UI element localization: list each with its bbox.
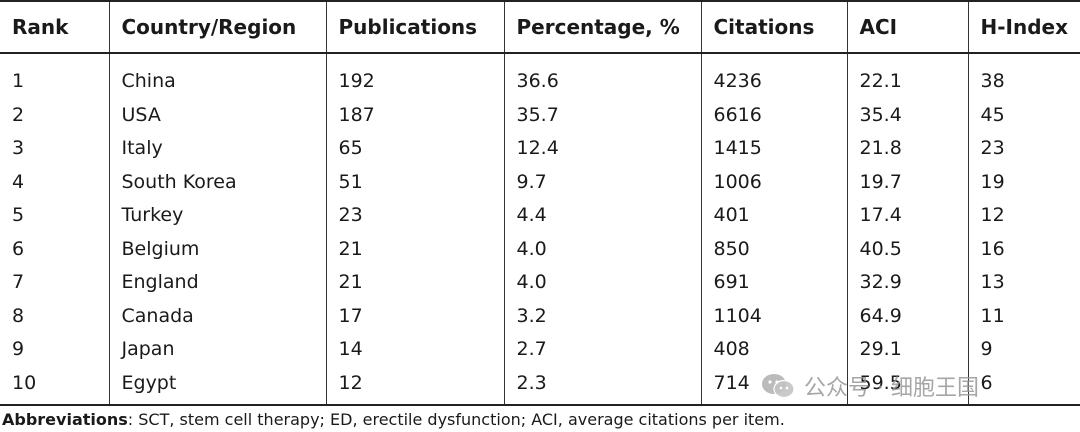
cell-aci: 32.9 [846,265,968,299]
cell-citations: 4236 [700,53,847,98]
cell-rank: 8 [12,304,25,327]
country-ranking-table: Rank Country/Region Publications Percent… [0,0,1080,406]
cell-rank: 7 [12,271,25,294]
cell-h-index: 45 [967,98,1080,132]
cell-publications: 12 [325,366,504,406]
cell-country-region: Belgium [108,232,326,266]
cell-publications: 14 [325,332,504,366]
cell-h-index: 38 [967,53,1080,98]
cell-rank: 5 [12,204,25,227]
cell-citations: 850 [700,232,847,266]
table-row: 6 Belgium 21 4.0 850 40.5 16 [0,232,1080,266]
cell-publications: 192 [325,53,504,98]
cell-percentage: 2.3 [503,366,701,406]
cell-h-index: 11 [967,299,1080,333]
table-row: 5 Turkey 23 4.4 401 17.4 12 [0,198,1080,232]
cell-country-region: Turkey [108,198,326,232]
cell-publications: 51 [325,165,504,199]
cell-percentage: 4.4 [503,198,701,232]
footnote-text: : SCT, stem cell therapy; ED, erectile d… [127,410,785,429]
cell-publications: 65 [325,131,504,165]
cell-rank: 10 [0,366,109,406]
cell-citations: 691 [700,265,847,299]
cell-aci: 40.5 [846,232,968,266]
cell-aci: 64.9 [846,299,968,333]
cell-percentage: 9.7 [503,165,701,199]
cell-publications: 21 [325,265,504,299]
cell-percentage: 35.7 [503,98,701,132]
cell-country-region: USA [108,98,326,132]
cell-publications: 21 [325,232,504,266]
cell-rank: 6 [12,237,25,260]
cell-aci: 19.7 [846,165,968,199]
cell-percentage: 3.2 [503,299,701,333]
cell-country-region: England [108,265,326,299]
header-h-index: H-Index [967,0,1080,54]
cell-h-index: 13 [967,265,1080,299]
table-row: 9 Japan 14 2.7 408 29.1 9 [0,332,1080,366]
cell-country-region: South Korea [108,165,326,199]
header-aci: ACI [846,0,968,54]
cell-percentage: 2.7 [503,332,701,366]
cell-citations: 1006 [700,165,847,199]
header-percentage: Percentage, % [503,0,701,54]
cell-h-index: 16 [967,232,1080,266]
cell-publications: 17 [325,299,504,333]
cell-h-index: 12 [967,198,1080,232]
cell-citations: 1415 [700,131,847,165]
cell-percentage: 36.6 [503,53,701,98]
cell-rank: 3 [12,137,25,160]
cell-rank: 9 [12,338,25,361]
table-header-row: Rank Country/Region Publications Percent… [0,0,1080,54]
cell-country-region: Egypt [108,366,326,406]
cell-country-region: Japan [108,332,326,366]
table-row: 1 China 192 36.6 4236 22.1 38 [0,53,1080,98]
data-table-container: Rank Country/Region Publications Percent… [0,0,1080,406]
cell-aci: 22.1 [846,53,968,98]
cell-citations: 1104 [700,299,847,333]
cell-publications: 187 [325,98,504,132]
cell-percentage: 12.4 [503,131,701,165]
cell-aci: 21.8 [846,131,968,165]
cell-h-index: 19 [967,165,1080,199]
cell-aci: 29.1 [846,332,968,366]
cell-citations: 6616 [700,98,847,132]
table-row: 7 England 21 4.0 691 32.9 13 [0,265,1080,299]
cell-percentage: 4.0 [503,232,701,266]
cell-citations: 401 [700,198,847,232]
cell-country-region: China [108,53,326,98]
cell-h-index: 6 [967,366,1080,406]
cell-h-index: 23 [967,131,1080,165]
cell-country-region: Italy [108,131,326,165]
table-row: 8 Canada 17 3.2 1104 64.9 11 [0,299,1080,333]
cell-publications: 23 [325,198,504,232]
cell-citations: 408 [700,332,847,366]
table-row: 10 Egypt 12 2.3 714 59.5 6 [0,366,1080,406]
table-row: 4 South Korea 51 9.7 1006 19.7 19 [0,165,1080,199]
table-row: 2 USA 187 35.7 6616 35.4 45 [0,98,1080,132]
cell-rank: 4 [12,170,25,193]
cell-rank: 2 [12,103,25,126]
cell-percentage: 4.0 [503,265,701,299]
header-country-region: Country/Region [108,0,326,54]
table-body: 1 China 192 36.6 4236 22.1 38 2 USA 187 35.7 6616 35… [0,53,1080,406]
abbreviations-footnote: Abbreviations: SCT, stem cell therapy; E… [2,410,785,429]
header-citations: Citations [700,0,847,54]
cell-country-region: Canada [108,299,326,333]
cell-h-index: 9 [967,332,1080,366]
header-rank: Rank [0,0,109,54]
footnote-label: Abbreviations [2,410,128,429]
table-row: 3 Italy 65 12.4 1415 21.8 23 [0,131,1080,165]
cell-aci: 17.4 [846,198,968,232]
cell-aci: 35.4 [846,98,968,132]
header-publications: Publications [325,0,504,54]
cell-citations: 714 [700,366,847,406]
cell-rank: 1 [12,70,25,92]
cell-aci: 59.5 [846,366,968,406]
